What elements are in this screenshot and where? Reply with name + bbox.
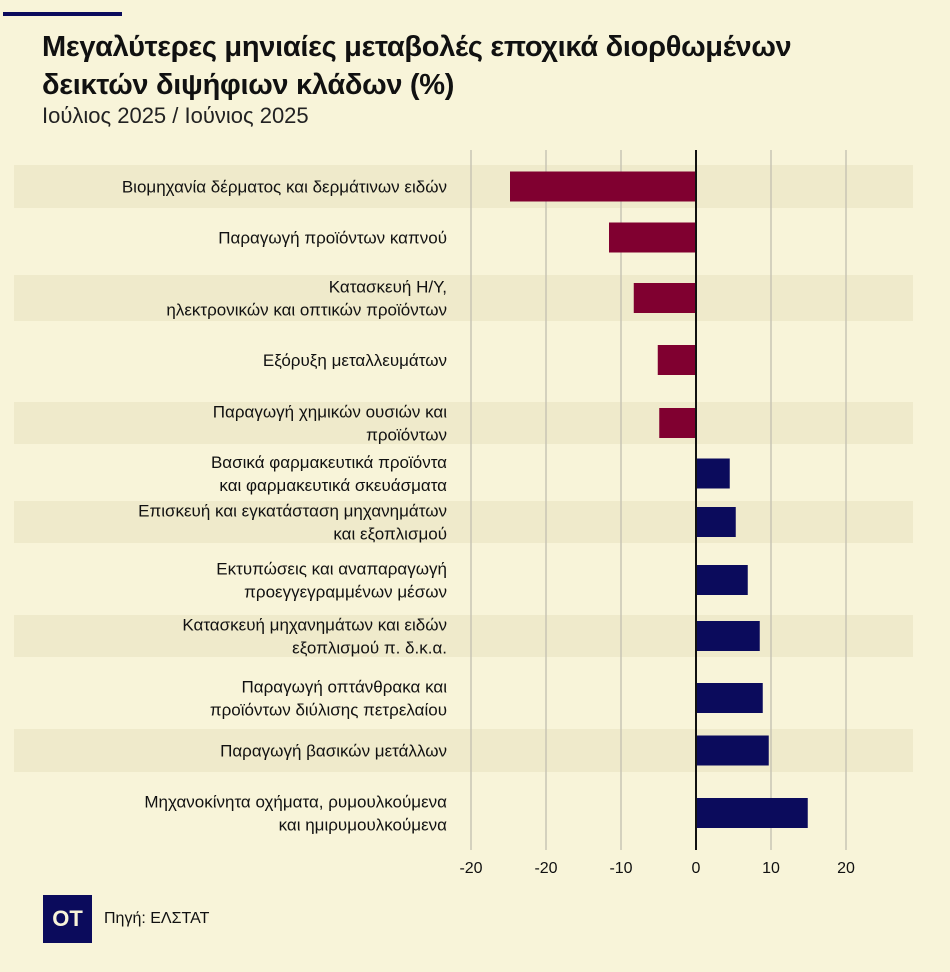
category-label: Εκτυπώσεις και αναπαραγωγή	[216, 560, 447, 579]
bar	[633, 283, 696, 313]
bar	[696, 565, 748, 595]
category-label: Επισκευή και εγκατάσταση μηχανημάτων	[138, 502, 447, 521]
category-label: Μηχανοκίνητα οχήματα, ρυμουλκούμενα	[144, 793, 447, 812]
x-tick-label: 10	[762, 860, 780, 877]
category-label: προϊόντων	[366, 426, 447, 445]
x-tick-label: -20	[534, 860, 557, 877]
category-label: και φαρμακευτικά σκευάσματα	[219, 476, 447, 495]
chart-title: Μεγαλύτερες μηνιαίες μεταβολές εποχικά δ…	[42, 31, 792, 101]
x-tick-label: -10	[609, 860, 632, 877]
category-label: Βιομηχανία δέρματος και δερμάτινων ειδών	[122, 178, 447, 197]
bar	[659, 408, 696, 438]
category-label: Κατασκευή Η/Υ,	[329, 278, 447, 297]
category-label: Παραγωγή χημικών ουσιών και	[213, 403, 447, 422]
row-band	[14, 165, 913, 208]
x-tick-label: 0	[692, 860, 701, 877]
bar	[510, 171, 696, 202]
category-label: προεγγεγραμμένων μέσων	[244, 583, 447, 602]
bar	[696, 621, 760, 651]
bar	[609, 222, 696, 253]
category-label: Παραγωγή οπτάνθρακα και	[242, 678, 448, 697]
row-band	[14, 501, 913, 543]
source-note: Πηγή: ΕΛΣΤΑΤ	[104, 910, 210, 927]
chart-subtitle: Ιούλιος 2025 / Ιούνιος 2025	[42, 103, 309, 128]
bar	[657, 345, 696, 375]
category-label: προϊόντων διύλισης πετρελαίου	[210, 701, 447, 720]
category-label: και ημιρυμουλκούμενα	[279, 816, 448, 835]
category-label: και εξοπλισμού	[333, 525, 447, 544]
bar	[696, 683, 763, 713]
category-label: εξοπλισμού π. δ.κ.α.	[292, 639, 447, 658]
category-label: Παραγωγή βασικών μετάλλων	[220, 742, 447, 761]
bar	[696, 798, 808, 828]
x-tick-label: 20	[837, 860, 855, 877]
category-label: Εξόρυξη μεταλλευμάτων	[263, 351, 447, 370]
row-band	[14, 402, 913, 444]
accent-bar	[3, 12, 122, 16]
bar	[696, 507, 736, 537]
category-label: ηλεκτρονικών και οπτικών προϊόντων	[166, 301, 447, 320]
row-band	[14, 615, 913, 657]
x-tick-label: -20	[459, 860, 482, 877]
row-band	[14, 275, 913, 321]
logo: OT	[43, 895, 92, 943]
category-label: Κατασκευή μηχανημάτων και ειδών	[182, 616, 447, 635]
bar	[696, 735, 769, 766]
bar	[696, 458, 730, 489]
category-label: Παραγωγή προϊόντων καπνού	[218, 229, 447, 248]
row-band	[14, 729, 913, 772]
category-label: Βασικά φαρμακευτικά προϊόντα	[211, 453, 447, 472]
